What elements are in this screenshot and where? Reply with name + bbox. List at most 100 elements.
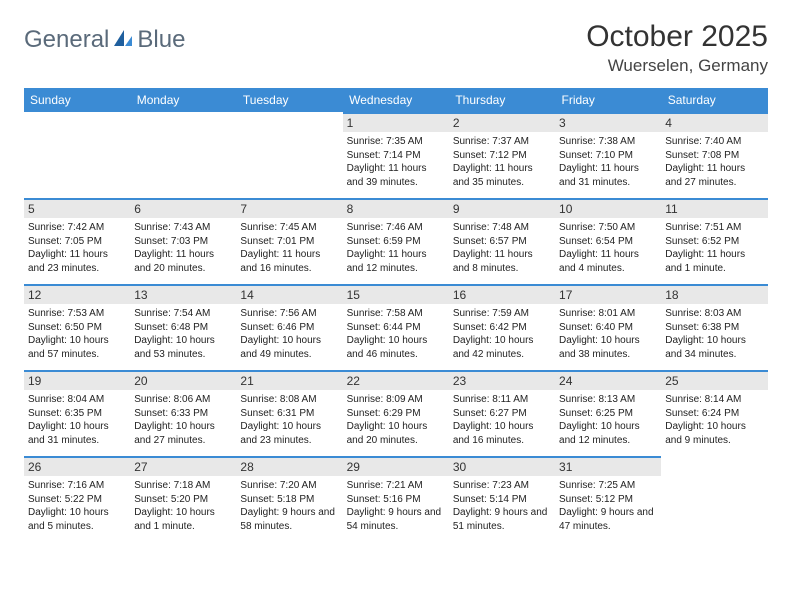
day-details: Sunrise: 8:13 AMSunset: 6:25 PMDaylight:…	[559, 393, 657, 447]
calendar-cell: 26Sunrise: 7:16 AMSunset: 5:22 PMDayligh…	[24, 456, 130, 542]
weekday-header: Sunday	[24, 88, 130, 112]
month-title: October 2025	[586, 20, 768, 54]
day-number: 8	[343, 200, 449, 218]
day-details: Sunrise: 7:18 AMSunset: 5:20 PMDaylight:…	[134, 479, 232, 533]
day-number	[24, 114, 130, 132]
weekday-header: Saturday	[661, 88, 767, 112]
calendar-week-row: 1Sunrise: 7:35 AMSunset: 7:14 PMDaylight…	[24, 112, 768, 198]
day-details: Sunrise: 7:53 AMSunset: 6:50 PMDaylight:…	[28, 307, 126, 361]
day-details: Sunrise: 7:51 AMSunset: 6:52 PMDaylight:…	[665, 221, 763, 275]
day-details: Sunrise: 7:43 AMSunset: 7:03 PMDaylight:…	[134, 221, 232, 275]
calendar-cell	[130, 112, 236, 198]
day-number	[236, 114, 342, 132]
day-number: 9	[449, 200, 555, 218]
header: General Blue October 2025 Wuerselen, Ger…	[24, 20, 768, 76]
calendar-cell: 30 Sunrise: 7:23 AMSunset: 5:14 PMDayligh…	[449, 456, 555, 542]
day-details: Sunrise: 7:35 AMSunset: 7:14 PMDaylight:…	[347, 135, 445, 189]
calendar-cell: 1Sunrise: 7:35 AMSunset: 7:14 PMDaylight…	[343, 112, 449, 198]
day-number: 28	[236, 458, 342, 476]
calendar-cell: 11Sunrise: 7:51 AMSunset: 6:52 PMDayligh…	[661, 198, 767, 284]
title-block: October 2025 Wuerselen, Germany	[586, 20, 768, 76]
day-details: Sunrise: 7:59 AMSunset: 6:42 PMDaylight:…	[453, 307, 551, 361]
day-number	[661, 458, 767, 476]
day-number: 3	[555, 114, 661, 132]
calendar-week-row: 26Sunrise: 7:16 AMSunset: 5:22 PMDayligh…	[24, 456, 768, 542]
day-details: Sunrise: 7:23 AMSunset: 5:14 PMDaylight:…	[453, 479, 551, 533]
weekday-header: Thursday	[449, 88, 555, 112]
calendar-cell: 4 Sunrise: 7:40 AMSunset: 7:08 PMDaylight…	[661, 112, 767, 198]
calendar-cell: 9Sunrise: 7:48 AMSunset: 6:57 PMDaylight…	[449, 198, 555, 284]
day-details: Sunrise: 7:58 AMSunset: 6:44 PMDaylight:…	[347, 307, 445, 361]
location: Wuerselen, Germany	[586, 56, 768, 76]
day-details: Sunrise: 8:14 AMSunset: 6:24 PMDaylight:…	[665, 393, 763, 447]
day-number: 23	[449, 372, 555, 390]
day-number: 19	[24, 372, 130, 390]
day-details: Sunrise: 7:46 AMSunset: 6:59 PMDaylight:…	[347, 221, 445, 275]
day-number: 30	[449, 458, 555, 476]
weekday-header: Wednesday	[343, 88, 449, 112]
calendar-cell: 28 Sunrise: 7:20 AMSunset: 5:18 PMDayligh…	[236, 456, 342, 542]
day-number: 20	[130, 372, 236, 390]
calendar-cell: 6 Sunrise: 7:43 AMSunset: 7:03 PMDaylight…	[130, 198, 236, 284]
calendar-cell	[24, 112, 130, 198]
calendar-cell: 2 Sunrise: 7:37 AMSunset: 7:12 PMDaylight…	[449, 112, 555, 198]
day-number: 16	[449, 286, 555, 304]
day-details: Sunrise: 7:37 AMSunset: 7:12 PMDaylight:…	[453, 135, 551, 189]
calendar-cell: 24 Sunrise: 8:13 AMSunset: 6:25 PMDayligh…	[555, 370, 661, 456]
day-number: 7	[236, 200, 342, 218]
weekday-header: Monday	[130, 88, 236, 112]
day-details: Sunrise: 7:21 AMSunset: 5:16 PMDaylight:…	[347, 479, 445, 533]
weekday-header: Friday	[555, 88, 661, 112]
day-details: Sunrise: 8:04 AMSunset: 6:35 PMDaylight:…	[28, 393, 126, 447]
day-details: Sunrise: 7:38 AMSunset: 7:10 PMDaylight:…	[559, 135, 657, 189]
day-number: 2	[449, 114, 555, 132]
day-details: Sunrise: 7:40 AMSunset: 7:08 PMDaylight:…	[665, 135, 763, 189]
day-number: 4	[661, 114, 767, 132]
day-number: 6	[130, 200, 236, 218]
calendar-cell: 13Sunrise: 7:54 AMSunset: 6:48 PMDayligh…	[130, 284, 236, 370]
calendar-cell: 12Sunrise: 7:53 AMSunset: 6:50 PMDayligh…	[24, 284, 130, 370]
calendar-week-row: 5Sunrise: 7:42 AMSunset: 7:05 PMDaylight…	[24, 198, 768, 284]
calendar-cell: 8 Sunrise: 7:46 AMSunset: 6:59 PMDaylight…	[343, 198, 449, 284]
calendar-cell: 27 Sunrise: 7:18 AMSunset: 5:20 PMDayligh…	[130, 456, 236, 542]
calendar-cell: 3 Sunrise: 7:38 AMSunset: 7:10 PMDaylight…	[555, 112, 661, 198]
calendar-cell: 21 Sunrise: 8:08 AMSunset: 6:31 PMDayligh…	[236, 370, 342, 456]
logo-text-general: General	[24, 26, 109, 54]
day-details: Sunrise: 8:11 AMSunset: 6:27 PMDaylight:…	[453, 393, 551, 447]
day-number: 29	[343, 458, 449, 476]
day-number: 18	[661, 286, 767, 304]
day-details: Sunrise: 7:25 AMSunset: 5:12 PMDaylight:…	[559, 479, 657, 533]
day-number: 10	[555, 200, 661, 218]
day-details: Sunrise: 8:01 AMSunset: 6:40 PMDaylight:…	[559, 307, 657, 361]
day-details: Sunrise: 8:06 AMSunset: 6:33 PMDaylight:…	[134, 393, 232, 447]
logo: General Blue	[24, 26, 185, 54]
day-number: 25	[661, 372, 767, 390]
sail-icon	[112, 28, 134, 53]
day-details: Sunrise: 7:42 AMSunset: 7:05 PMDaylight:…	[28, 221, 126, 275]
day-number: 22	[343, 372, 449, 390]
day-number: 21	[236, 372, 342, 390]
calendar-cell: 10Sunrise: 7:50 AMSunset: 6:54 PMDayligh…	[555, 198, 661, 284]
weekday-header-row: Sunday Monday Tuesday Wednesday Thursday…	[24, 88, 768, 112]
calendar-cell: 20 Sunrise: 8:06 AMSunset: 6:33 PMDayligh…	[130, 370, 236, 456]
calendar-cell: 23 Sunrise: 8:11 AMSunset: 6:27 PMDayligh…	[449, 370, 555, 456]
calendar-cell	[661, 456, 767, 542]
day-number: 26	[24, 458, 130, 476]
day-details: Sunrise: 7:20 AMSunset: 5:18 PMDaylight:…	[240, 479, 338, 533]
day-number	[130, 114, 236, 132]
day-number: 27	[130, 458, 236, 476]
day-number: 24	[555, 372, 661, 390]
day-details: Sunrise: 8:09 AMSunset: 6:29 PMDaylight:…	[347, 393, 445, 447]
day-details: Sunrise: 7:45 AMSunset: 7:01 PMDaylight:…	[240, 221, 338, 275]
calendar-cell: 15Sunrise: 7:58 AMSunset: 6:44 PMDayligh…	[343, 284, 449, 370]
calendar-cell	[236, 112, 342, 198]
day-details: Sunrise: 7:56 AMSunset: 6:46 PMDaylight:…	[240, 307, 338, 361]
day-details: Sunrise: 8:08 AMSunset: 6:31 PMDaylight:…	[240, 393, 338, 447]
calendar-cell: 31Sunrise: 7:25 AMSunset: 5:12 PMDayligh…	[555, 456, 661, 542]
calendar-table: Sunday Monday Tuesday Wednesday Thursday…	[24, 88, 768, 542]
day-number: 14	[236, 286, 342, 304]
calendar-cell: 22 Sunrise: 8:09 AMSunset: 6:29 PMDayligh…	[343, 370, 449, 456]
calendar-week-row: 19 Sunrise: 8:04 AMSunset: 6:35 PMDayligh…	[24, 370, 768, 456]
day-details: Sunrise: 8:03 AMSunset: 6:38 PMDaylight:…	[665, 307, 763, 361]
day-number: 17	[555, 286, 661, 304]
